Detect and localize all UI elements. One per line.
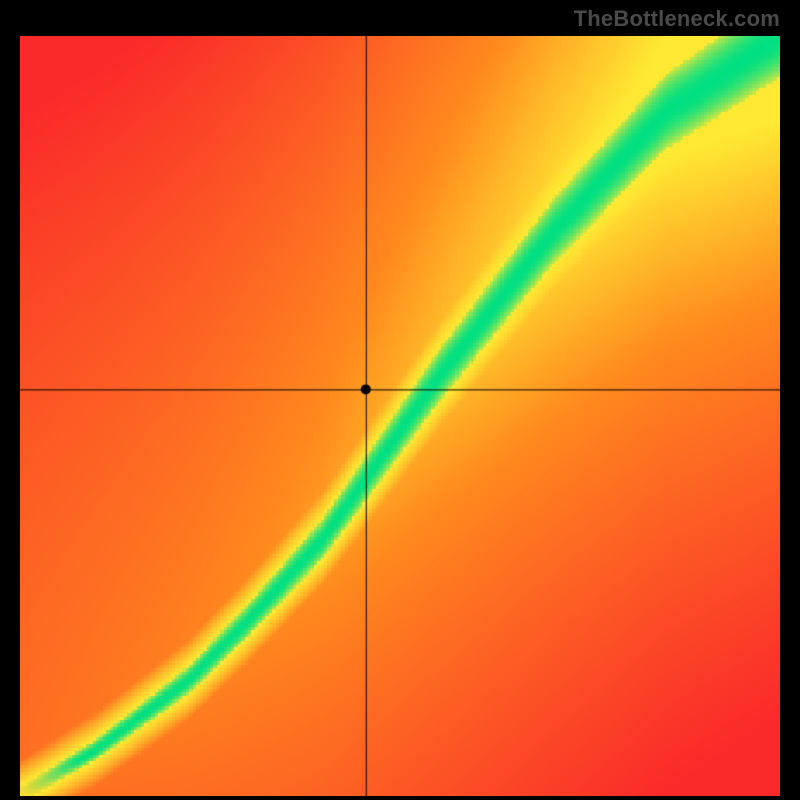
watermark-text: TheBottleneck.com (574, 6, 780, 32)
bottleneck-heatmap (20, 36, 780, 796)
chart-frame: { "watermark": { "text": "TheBottleneck.… (0, 0, 800, 800)
